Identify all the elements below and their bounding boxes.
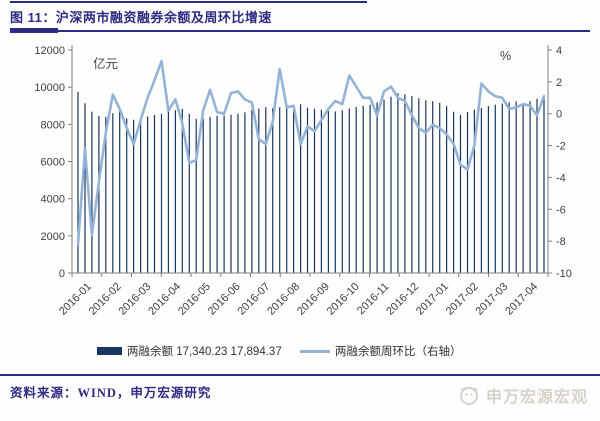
right-axis-tick-label: -2 (556, 141, 566, 153)
left-axis-tick-label: 10000 (34, 82, 65, 94)
right-axis-tick-label: -10 (556, 268, 572, 280)
bottom-divider (0, 374, 600, 376)
left-axis-tick-label: 6000 (41, 157, 65, 169)
wow-change-line (76, 59, 546, 246)
balance-bars (77, 91, 545, 273)
left-axis-unit: 亿元 (93, 56, 118, 71)
x-axis-label: 2016-10 (325, 281, 362, 318)
x-axis-label: 2017-04 (503, 281, 540, 318)
watermark-text: 申万宏源宏观 (485, 389, 588, 406)
right-axis-unit: % (500, 49, 511, 63)
right-axis-tick-label: -8 (556, 236, 566, 248)
left-axis-tick-label: 8000 (41, 119, 65, 131)
right-axis-tick-label: 0 (556, 109, 562, 121)
left-axis-tick-label: 12000 (34, 45, 65, 57)
top-divider (10, 1, 367, 3)
right-axis-tick-label: -4 (556, 172, 566, 184)
chart-legend: 两融余额 17,340.23 17,894.37 两融余额周环比（右轴） (0, 343, 600, 359)
right-axis-tick-label: -6 (556, 204, 566, 216)
data-source-note: 资料来源：WIND，申万宏源研究 (10, 386, 212, 400)
title-divider (10, 30, 590, 32)
legend-item-wow-change: 两融余额周环比（右轴） (300, 343, 462, 359)
brand-watermark: 申万宏源宏观 (458, 383, 588, 407)
left-axis-tick-label: 0 (59, 268, 65, 280)
swhy-logo-icon (459, 387, 478, 405)
bar-series-swatch (97, 347, 122, 355)
left-axis-tick-label: 4000 (41, 194, 65, 206)
figure-title: 图 11：沪深两市融资融券余额及周环比增速 (10, 10, 272, 25)
legend-item-balance: 两融余额 17,340.23 17,894.37 (97, 343, 282, 359)
right-axis-tick-label: 4 (556, 45, 562, 57)
line-series-label: 两融余额周环比（右轴） (335, 346, 462, 358)
right-axis-tick-label: 2 (556, 77, 562, 89)
left-axis-tick-label: 2000 (41, 231, 65, 243)
bar-series-label: 两融余额 17,340.23 17,894.37 (127, 346, 282, 358)
line-series-swatch (300, 349, 330, 353)
title-divider-accent (10, 28, 58, 33)
